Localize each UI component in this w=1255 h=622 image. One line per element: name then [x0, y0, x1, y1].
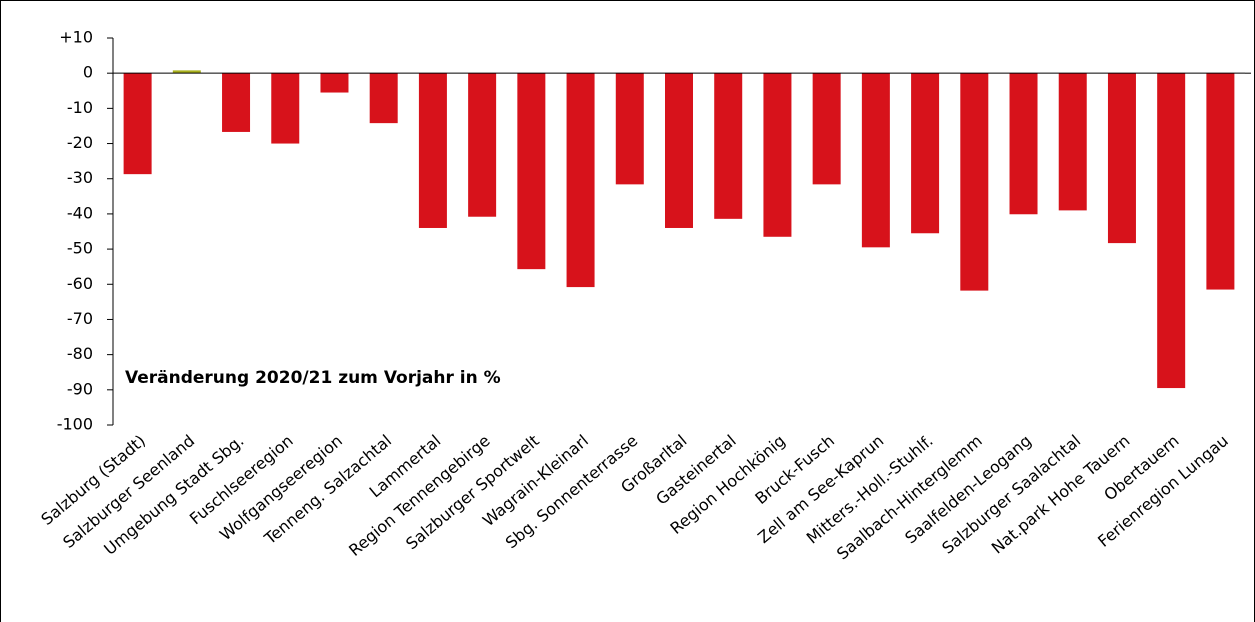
annotation: Veränderung 2020/21 zum Vorjahr in % [125, 368, 501, 388]
y-tick-label: -10 [67, 98, 93, 117]
bar [911, 73, 940, 234]
y-tick-label: -90 [67, 379, 93, 398]
bar [468, 73, 497, 217]
y-tick-label: -40 [67, 203, 93, 222]
y-tick-label: -100 [57, 415, 93, 434]
y-tick-label: +10 [59, 28, 93, 47]
bar [566, 73, 595, 288]
bar [418, 73, 447, 228]
bar [812, 73, 841, 185]
bar [615, 73, 644, 185]
bar [763, 73, 792, 237]
y-tick-label: -20 [67, 133, 93, 152]
y-tick-label: -50 [67, 239, 93, 258]
bar [1009, 73, 1038, 215]
bar [1206, 73, 1235, 290]
bar [123, 73, 152, 175]
bar [1058, 73, 1087, 211]
bar [320, 73, 349, 93]
y-tick-label: 0 [83, 63, 93, 82]
bar [1107, 73, 1136, 244]
bar [517, 73, 546, 270]
bar [172, 70, 201, 74]
bar [861, 73, 890, 248]
y-tick-label: -60 [67, 274, 93, 293]
y-tick-label: -80 [67, 344, 93, 363]
y-tick-label: -30 [67, 168, 93, 187]
bar [714, 73, 743, 219]
y-tick-label: -70 [67, 309, 93, 328]
bar [271, 73, 300, 144]
bar [1157, 73, 1186, 389]
bar [222, 73, 251, 132]
bar [665, 73, 693, 228]
bar [369, 73, 398, 124]
bar [960, 73, 989, 291]
